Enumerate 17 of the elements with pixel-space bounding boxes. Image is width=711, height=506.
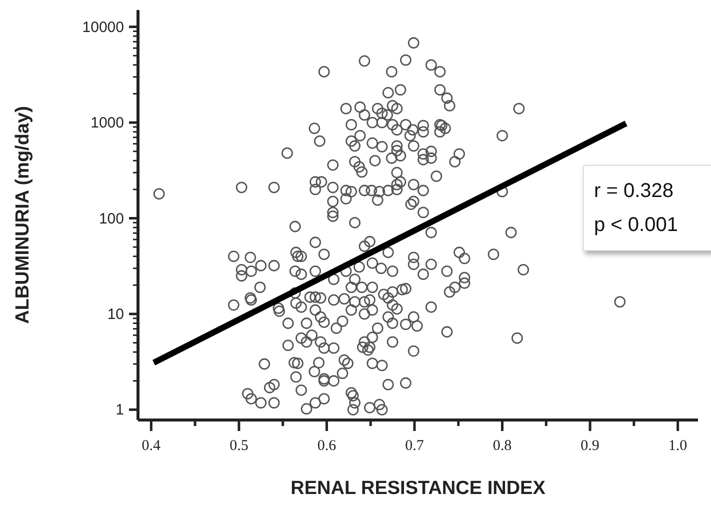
x-tick-label: 0.4 xyxy=(142,438,162,454)
x-tick-label: 0.7 xyxy=(405,438,424,454)
y-tick-label: 1 xyxy=(116,402,124,419)
x-tick-label: 0.9 xyxy=(580,438,600,454)
x-tick-label: 0.5 xyxy=(230,438,248,454)
y-tick-label: 10 xyxy=(107,306,124,323)
statistics-box: r = 0.328 p < 0.001 xyxy=(583,165,711,251)
y-tick-label: 10000 xyxy=(82,18,124,36)
x-tick-label: 0.8 xyxy=(492,438,512,454)
x-tick-label: 1.0 xyxy=(668,438,688,454)
annotation: p < 0.001 xyxy=(594,213,679,238)
x-tick-label: 0.6 xyxy=(317,438,337,454)
annotation: r = 0.328 xyxy=(594,179,675,204)
y-tick-label: 100 xyxy=(98,210,124,228)
x-axis-title: RENAL RESISTANCE INDEX xyxy=(290,478,546,499)
y-axis-title: ALBUMINURIA (mg/day) xyxy=(12,106,34,324)
y-tick-label: 1000 xyxy=(90,114,124,132)
